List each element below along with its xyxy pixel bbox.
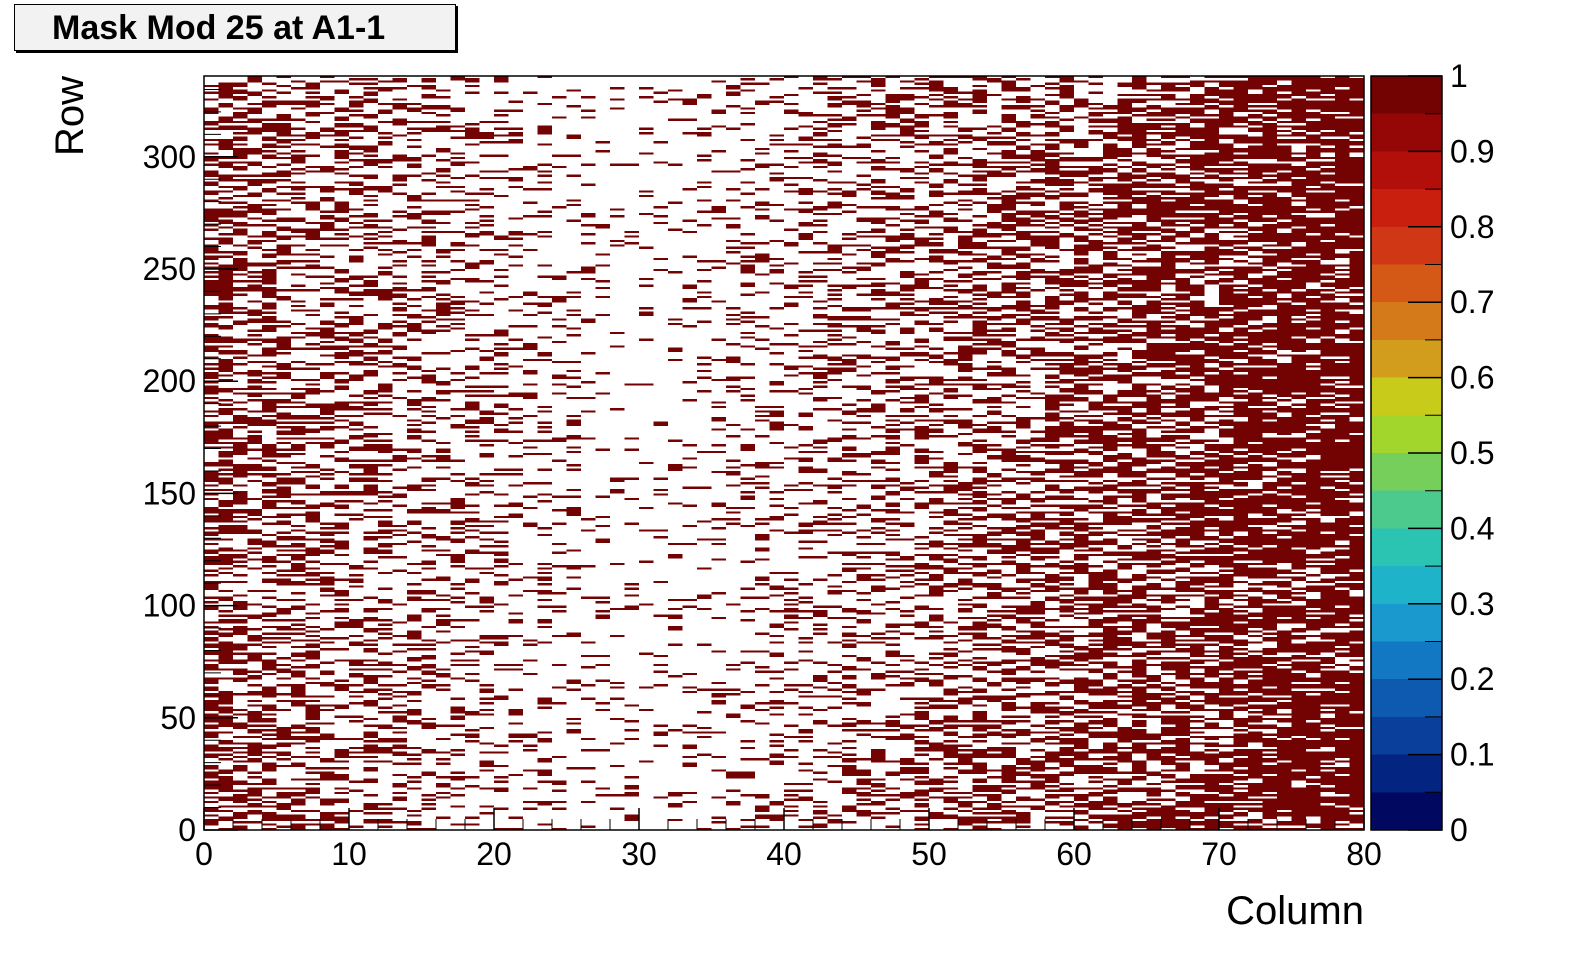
chart-title: Mask Mod 25 at A1-1 <box>14 4 456 51</box>
colorbar-tick-label: 0.6 <box>1450 360 1494 396</box>
colorbar-band <box>1371 189 1442 227</box>
colorbar-band <box>1371 792 1442 830</box>
colorbar-band <box>1371 76 1442 114</box>
x-tick-label: 60 <box>1056 836 1092 872</box>
colorbar-tick-label: 0.3 <box>1450 586 1494 622</box>
colorbar-band <box>1371 754 1442 793</box>
y-tick-label: 150 <box>143 475 196 511</box>
colorbar-band <box>1371 716 1442 755</box>
colorbar-band <box>1371 302 1442 340</box>
colorbar-tick-label: 0.2 <box>1450 661 1494 697</box>
colorbar-tick-label: 1 <box>1450 58 1468 94</box>
colorbar-tick-label: 0.8 <box>1450 209 1494 245</box>
colorbar-band <box>1371 453 1442 491</box>
colorbar-band <box>1371 603 1442 642</box>
colorbar-band <box>1371 679 1442 717</box>
y-tick-label: 0 <box>178 812 196 848</box>
x-tick-label: 70 <box>1201 836 1237 872</box>
x-tick-label: 40 <box>766 836 802 872</box>
y-axis: 0 50 100 150 200 250 300 <box>143 88 238 848</box>
y-tick-label: 200 <box>143 363 196 399</box>
y-tick-label: 300 <box>143 139 196 175</box>
colorbar-band <box>1371 264 1442 303</box>
colorbar-band <box>1371 490 1442 529</box>
x-tick-label: 80 <box>1346 836 1382 872</box>
x-axis-label: Column <box>1226 889 1364 933</box>
plot-area <box>204 76 1364 830</box>
colorbar-band <box>1371 339 1442 378</box>
colorbar-band <box>1371 377 1442 416</box>
x-tick-label: 20 <box>476 836 512 872</box>
colorbar-tick-label: 0.5 <box>1450 435 1494 471</box>
colorbar: 0 0.1 0.2 0.3 0.4 0.5 0.6 0.7 0.8 0.9 1 <box>1370 58 1494 848</box>
x-tick-label: 10 <box>331 836 367 872</box>
y-tick-label: 50 <box>160 700 196 736</box>
colorbar-band <box>1371 641 1442 680</box>
mask-cells <box>204 76 1364 830</box>
colorbar-tick-label: 0.1 <box>1450 737 1494 773</box>
colorbar-tick-label: 0.9 <box>1450 133 1494 169</box>
colorbar-band <box>1371 226 1442 265</box>
y-axis-label: Row <box>48 76 92 156</box>
colorbar-band <box>1371 151 1442 190</box>
colorbar-band <box>1371 415 1442 453</box>
colorbar-tick-label: 0.4 <box>1450 510 1494 546</box>
colorbar-band <box>1371 528 1442 567</box>
colorbar-tick-label: 0 <box>1450 812 1468 848</box>
colorbar-tick-label: 0.7 <box>1450 284 1494 320</box>
y-tick-label: 100 <box>143 588 196 624</box>
x-tick-label: 50 <box>911 836 947 872</box>
colorbar-band <box>1371 566 1442 604</box>
colorbar-band <box>1371 113 1442 152</box>
y-tick-label: 250 <box>143 251 196 287</box>
x-tick-label: 30 <box>621 836 657 872</box>
x-axis: 0 10 20 30 40 50 60 70 80 <box>195 808 1382 872</box>
x-tick-label: 0 <box>195 836 213 872</box>
